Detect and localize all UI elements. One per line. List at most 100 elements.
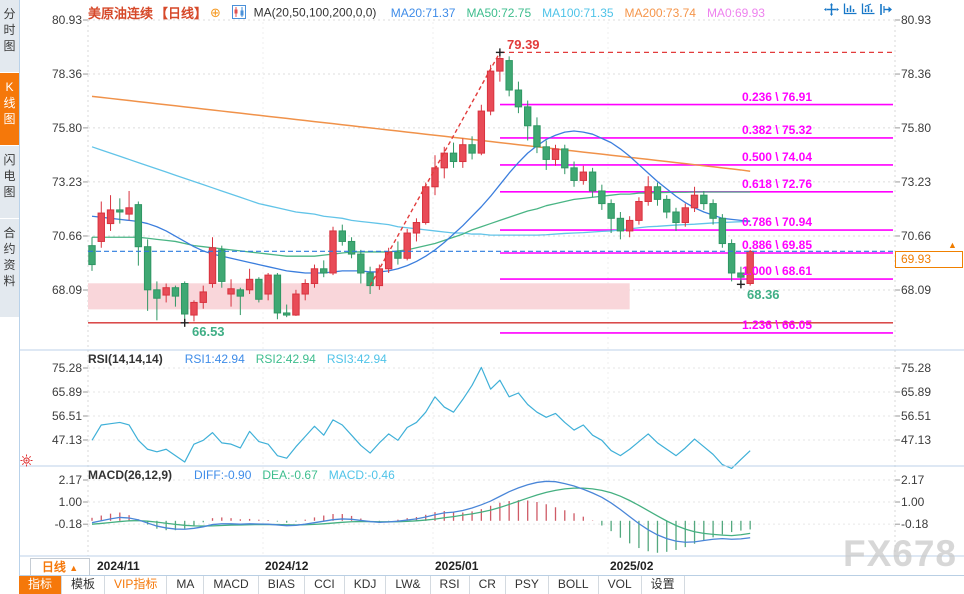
toolbar-item[interactable]: PSY bbox=[506, 576, 549, 594]
fib-level-label: 0.500 \ 74.04 bbox=[741, 149, 812, 164]
drawing-overlays bbox=[88, 48, 895, 327]
indicator-settings-icon[interactable] bbox=[20, 454, 33, 472]
axis-label: 73.23 bbox=[51, 174, 82, 189]
rsi-title: RSI(14,14,14) bbox=[88, 352, 163, 366]
macd-panel-series bbox=[91, 480, 751, 553]
pan-crosshair-icon[interactable] bbox=[824, 3, 839, 16]
sidebar-tab-1[interactable]: 分时图 bbox=[0, 0, 19, 72]
axis-label: -0.18 bbox=[901, 517, 929, 532]
toolbar-item[interactable]: MA bbox=[167, 576, 205, 594]
add-indicator-icon[interactable]: ⊕ bbox=[210, 4, 221, 20]
pink-highlight-band bbox=[88, 283, 630, 310]
chevron-up-icon: ▲ bbox=[69, 563, 79, 573]
toolbar-item[interactable]: LW& bbox=[386, 576, 431, 594]
axis-label: 65.89 bbox=[51, 385, 82, 399]
fibonacci-lines bbox=[88, 51, 893, 334]
toolbar-item[interactable]: VIP指标 bbox=[105, 576, 168, 594]
moving-average-lines bbox=[91, 95, 751, 274]
toolbar-item[interactable]: KDJ bbox=[345, 576, 387, 594]
macd-value-label: DIFF:-0.90 bbox=[194, 468, 252, 482]
price-up-arrow-icon[interactable]: ▲ bbox=[948, 240, 957, 250]
toolbar-item[interactable]: RSI bbox=[431, 576, 470, 594]
chart-header-icons bbox=[824, 3, 893, 16]
macd-values: DIFF:-0.90 DEA:-0.67 MACD:-0.46 bbox=[183, 468, 395, 482]
fib-level-label: 0.236 \ 76.91 bbox=[741, 89, 812, 104]
chart-header: 美原油连续 【日线】 ⊕ MA(20,50,100,200,0,0) MA20:71… bbox=[88, 3, 765, 22]
rsi-panel-series bbox=[91, 366, 751, 470]
axis-label: 56.51 bbox=[51, 408, 82, 423]
toolbar-item[interactable]: VOL bbox=[599, 576, 642, 594]
month-label: 2025/02 bbox=[610, 559, 654, 573]
month-label: 2024/12 bbox=[265, 559, 309, 573]
axis-label: 2.17 bbox=[58, 473, 82, 487]
axis-label: 73.23 bbox=[901, 174, 932, 189]
fib-level-label: 0.786 \ 70.94 bbox=[741, 215, 812, 230]
toolbar-item[interactable]: BIAS bbox=[259, 576, 306, 594]
period-label: 日线 bbox=[41, 560, 66, 574]
toolbar-item[interactable]: MACD bbox=[204, 576, 259, 594]
axis-label: 2.17 bbox=[901, 473, 925, 487]
panel-separators bbox=[19, 349, 964, 557]
axis-label: 80.93 bbox=[901, 13, 932, 27]
scroll-to-end-icon[interactable] bbox=[878, 3, 893, 16]
axis-scale-icon[interactable] bbox=[842, 3, 857, 16]
toolbar-item[interactable]: 模板 bbox=[62, 576, 106, 594]
axis-label: 75.28 bbox=[901, 361, 932, 375]
period-selector-button[interactable]: 日线 ▲ bbox=[30, 558, 90, 576]
toolbar-item[interactable]: 设置 bbox=[642, 576, 685, 594]
month-label: 2025/01 bbox=[435, 559, 479, 573]
sidebar-tab-2[interactable]: K线图 bbox=[0, 73, 19, 145]
ma-value-label: MA0:69.93 bbox=[706, 5, 765, 20]
macd-value-label: MACD:-0.46 bbox=[328, 468, 395, 482]
axis-label: 70.66 bbox=[51, 228, 82, 243]
axis-label: -0.18 bbox=[54, 517, 82, 532]
period-tag: 【日线】 bbox=[155, 6, 208, 21]
ma-value-label: MA50:72.75 bbox=[466, 5, 532, 20]
rsi-value-label: RSI1:42.94 bbox=[184, 352, 245, 366]
axis-label: 68.09 bbox=[51, 283, 82, 298]
axis-label: 70.66 bbox=[901, 228, 932, 243]
candlestick-chart-icon bbox=[232, 5, 247, 20]
axis-label: 47.13 bbox=[51, 432, 82, 447]
rsi-values: RSI1:42.94 RSI2:42.94 RSI3:42.94 bbox=[174, 352, 387, 366]
macd-value-label: DEA:-0.67 bbox=[262, 468, 318, 482]
axis-label: 1.00 bbox=[58, 495, 82, 509]
axis-label: 68.09 bbox=[901, 283, 932, 298]
axis-label: 78.36 bbox=[901, 67, 932, 82]
toolbar-item[interactable]: CCI bbox=[305, 576, 345, 594]
sidebar-tab-4[interactable]: 合约资料 bbox=[0, 219, 19, 317]
toolbar-item[interactable]: 指标 bbox=[19, 576, 63, 594]
axis-label: 80.93 bbox=[51, 13, 82, 27]
rsi-header: RSI(14,14,14) RSI1:42.94 RSI2:42.94 RSI3:42… bbox=[88, 352, 387, 366]
axis-label: 1.00 bbox=[901, 495, 925, 509]
fib-level-label: 1.236 \ 66.05 bbox=[741, 317, 812, 332]
rsi-value-label: RSI2:42.94 bbox=[255, 352, 316, 366]
symbol-title: 美原油连续 bbox=[88, 6, 154, 21]
ma-value-label: MA100:71.35 bbox=[542, 5, 614, 20]
peak-price-label: 79.39 bbox=[507, 37, 540, 52]
current-price-box: 69.93 bbox=[895, 251, 963, 268]
rsi-value-label: RSI3:42.94 bbox=[326, 352, 387, 366]
toolbar-item[interactable]: BOLL bbox=[549, 576, 599, 594]
fib-level-label: 0.382 \ 75.32 bbox=[741, 122, 812, 137]
macd-title: MACD(26,12,9) bbox=[88, 468, 173, 482]
ma-values: MA20:71.37 MA50:72.75 MA100:71.35 MA200:73.… bbox=[380, 5, 765, 20]
toolbar-item[interactable]: CR bbox=[470, 576, 506, 594]
ma-value-label: MA20:71.37 bbox=[390, 5, 456, 20]
ma-value-label: MA200:73.74 bbox=[624, 5, 696, 20]
sidebar: 分时图 K线图 闪电图 合约资料 bbox=[0, 0, 20, 594]
axis-label: 75.80 bbox=[51, 120, 82, 135]
sidebar-tab-3[interactable]: 闪电图 bbox=[0, 146, 19, 218]
fib-level-label: 1.000 \ 68.61 bbox=[741, 264, 812, 279]
low-price-label: 66.53 bbox=[192, 324, 225, 339]
month-label: 2024/11 bbox=[97, 559, 140, 573]
macd-header: MACD(26,12,9) DIFF:-0.90 DEA:-0.67 MACD:-0.… bbox=[88, 468, 395, 482]
axis-pan-icon[interactable] bbox=[860, 3, 875, 16]
axis-label: 47.13 bbox=[901, 432, 932, 447]
fib-level-label: 0.618 \ 72.76 bbox=[741, 176, 812, 191]
axis-label: 75.28 bbox=[51, 361, 82, 375]
fib-level-label: 0.886 \ 69.85 bbox=[741, 238, 812, 252]
candlestick-series bbox=[88, 52, 754, 323]
